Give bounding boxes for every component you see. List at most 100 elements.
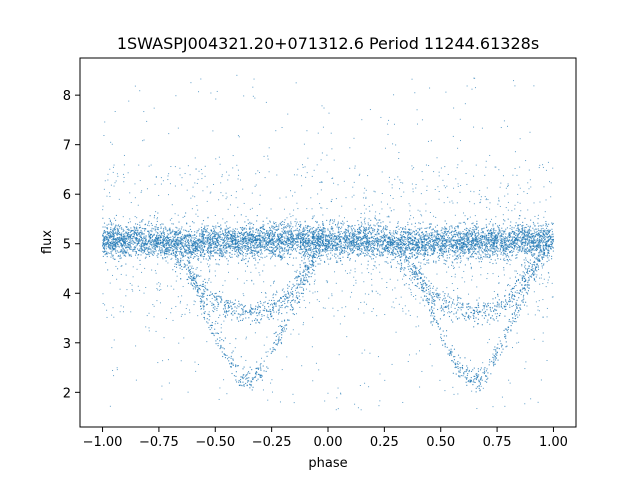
data-point xyxy=(252,244,254,246)
data-point xyxy=(357,243,360,245)
data-point xyxy=(197,258,199,260)
data-point xyxy=(231,253,233,255)
data-point xyxy=(379,246,381,248)
data-point xyxy=(202,219,205,222)
data-point xyxy=(301,260,303,262)
data-point xyxy=(359,247,361,250)
data-point xyxy=(158,234,160,236)
data-point xyxy=(234,234,236,236)
data-point xyxy=(357,237,359,239)
data-point xyxy=(215,263,217,265)
data-point xyxy=(274,254,276,256)
data-point xyxy=(313,248,315,250)
data-point xyxy=(520,242,522,244)
data-point xyxy=(390,266,392,268)
data-point xyxy=(123,239,125,241)
data-point xyxy=(247,239,249,241)
data-point xyxy=(483,238,486,240)
data-point xyxy=(469,235,471,237)
data-point xyxy=(166,235,168,237)
data-point xyxy=(532,242,534,245)
data-point xyxy=(299,230,301,232)
data-point xyxy=(319,249,321,251)
data-point xyxy=(269,229,271,231)
data-point xyxy=(290,249,292,251)
data-point xyxy=(164,239,166,241)
data-point xyxy=(303,241,305,243)
data-point xyxy=(108,237,110,239)
data-point xyxy=(371,247,373,249)
data-point xyxy=(340,231,342,233)
data-point xyxy=(551,223,554,225)
data-point xyxy=(311,227,313,229)
data-point xyxy=(398,239,400,241)
data-point xyxy=(106,228,109,230)
data-point xyxy=(370,233,372,235)
data-point xyxy=(231,234,233,236)
data-point xyxy=(318,237,320,240)
data-point xyxy=(443,235,445,237)
data-point xyxy=(446,244,448,246)
data-point xyxy=(118,230,120,232)
data-point xyxy=(190,237,192,239)
data-point xyxy=(542,247,544,249)
data-point xyxy=(387,238,389,240)
data-point xyxy=(451,237,453,239)
data-point xyxy=(488,257,490,259)
data-point xyxy=(397,222,399,224)
data-point xyxy=(471,229,473,231)
data-point xyxy=(233,239,235,241)
data-point xyxy=(551,258,553,260)
data-point xyxy=(530,246,532,249)
data-point xyxy=(535,228,537,230)
data-point xyxy=(174,232,176,235)
data-point xyxy=(393,233,395,235)
data-point xyxy=(546,229,548,231)
data-point xyxy=(119,233,121,235)
data-point xyxy=(241,249,243,251)
data-point xyxy=(251,256,253,258)
data-point xyxy=(510,246,512,248)
data-point xyxy=(250,240,252,242)
data-point xyxy=(474,253,476,255)
data-point xyxy=(510,242,512,244)
data-point xyxy=(449,241,451,243)
data-point xyxy=(214,252,216,254)
data-point xyxy=(385,245,387,247)
data-point xyxy=(255,237,257,240)
data-point xyxy=(543,245,545,247)
data-point xyxy=(552,247,554,249)
data-point xyxy=(319,241,321,243)
data-point xyxy=(196,247,198,249)
data-point xyxy=(474,243,476,245)
data-point xyxy=(423,244,425,246)
data-point xyxy=(183,255,185,257)
data-point xyxy=(349,235,351,238)
data-point xyxy=(240,243,242,245)
data-point xyxy=(163,227,165,230)
data-point xyxy=(172,235,174,237)
data-point xyxy=(498,250,500,252)
data-point xyxy=(453,251,455,253)
data-point xyxy=(331,237,333,239)
data-point xyxy=(114,239,117,241)
data-point xyxy=(123,249,125,251)
data-point xyxy=(285,240,287,242)
data-point xyxy=(379,251,381,253)
data-point xyxy=(138,242,140,244)
data-point xyxy=(445,240,447,242)
data-point xyxy=(376,238,378,240)
data-point xyxy=(236,236,238,238)
data-point xyxy=(349,241,351,243)
data-point xyxy=(483,241,485,243)
data-point xyxy=(141,221,143,223)
data-point xyxy=(435,238,437,240)
data-point xyxy=(106,242,109,244)
data-point xyxy=(245,245,247,247)
data-point xyxy=(332,222,334,224)
data-point xyxy=(323,249,325,251)
data-point xyxy=(424,235,426,237)
data-point xyxy=(180,261,182,263)
data-point xyxy=(145,237,147,239)
data-point xyxy=(386,256,388,259)
